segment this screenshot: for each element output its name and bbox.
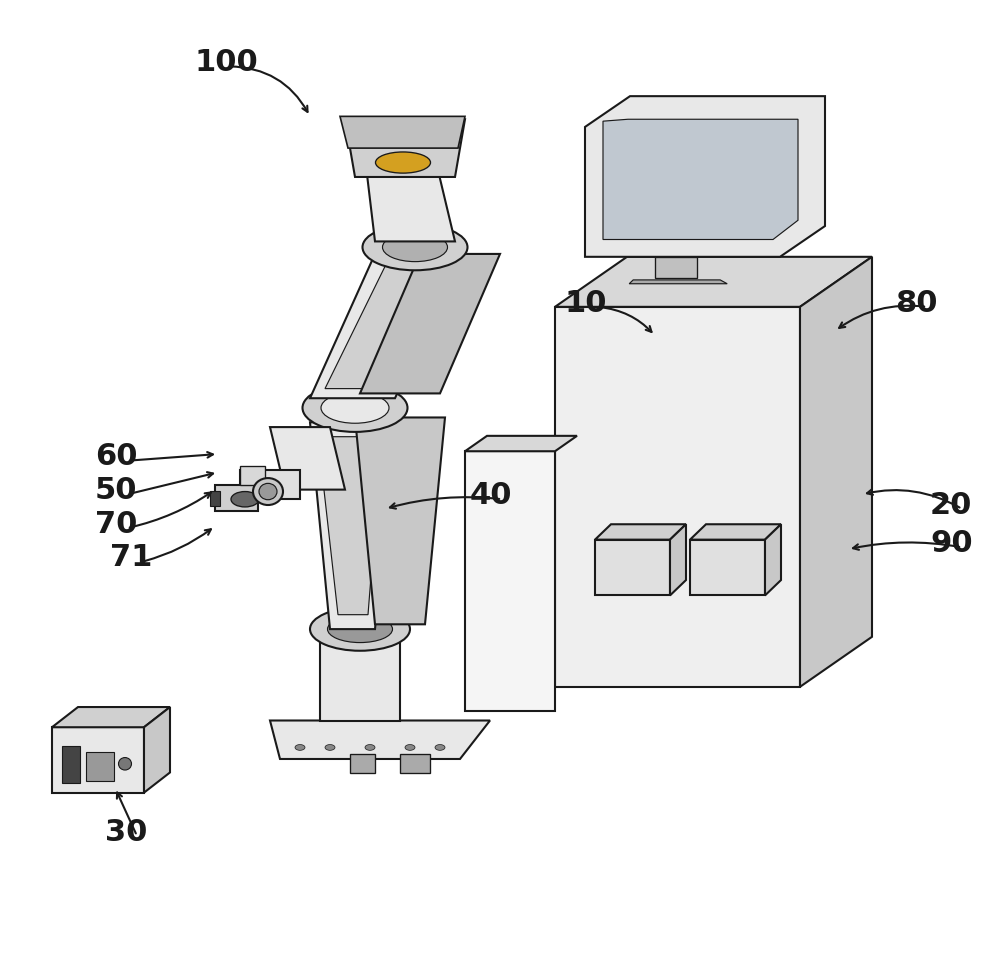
Ellipse shape	[253, 479, 283, 505]
Polygon shape	[365, 159, 455, 242]
Polygon shape	[603, 120, 798, 240]
Polygon shape	[690, 540, 765, 596]
Text: 20: 20	[930, 490, 972, 519]
Polygon shape	[340, 117, 465, 149]
Polygon shape	[210, 491, 220, 506]
Ellipse shape	[259, 484, 277, 500]
Polygon shape	[62, 747, 80, 783]
Ellipse shape	[376, 153, 430, 174]
Polygon shape	[690, 525, 781, 540]
Polygon shape	[325, 267, 445, 389]
Text: 30: 30	[105, 817, 147, 846]
Polygon shape	[52, 727, 144, 793]
Text: 50: 50	[95, 476, 138, 505]
Ellipse shape	[382, 234, 448, 262]
Ellipse shape	[321, 393, 389, 424]
Polygon shape	[629, 281, 727, 284]
Polygon shape	[52, 707, 170, 727]
Ellipse shape	[405, 745, 415, 751]
Polygon shape	[555, 308, 800, 687]
Polygon shape	[465, 436, 577, 452]
Text: 70: 70	[95, 509, 137, 538]
Polygon shape	[240, 466, 265, 485]
Ellipse shape	[328, 616, 392, 643]
Polygon shape	[144, 707, 170, 793]
Text: 100: 100	[195, 48, 259, 77]
Polygon shape	[595, 525, 686, 540]
Text: 71: 71	[110, 543, 152, 572]
Polygon shape	[360, 255, 500, 394]
Text: 40: 40	[470, 480, 512, 509]
Polygon shape	[240, 471, 300, 500]
Polygon shape	[400, 754, 430, 774]
Ellipse shape	[119, 758, 132, 771]
Polygon shape	[270, 428, 345, 490]
Polygon shape	[670, 525, 686, 596]
Text: 80: 80	[895, 288, 938, 317]
Polygon shape	[465, 452, 555, 711]
Text: 10: 10	[565, 288, 608, 317]
Ellipse shape	[362, 225, 468, 271]
Ellipse shape	[302, 384, 408, 432]
Ellipse shape	[435, 745, 445, 751]
Ellipse shape	[365, 745, 375, 751]
Polygon shape	[318, 437, 382, 615]
Text: 60: 60	[95, 442, 138, 471]
Text: 90: 90	[930, 529, 973, 557]
Polygon shape	[270, 721, 490, 759]
Polygon shape	[215, 485, 258, 511]
Polygon shape	[350, 754, 375, 774]
Polygon shape	[595, 540, 670, 596]
Ellipse shape	[231, 492, 259, 507]
Ellipse shape	[325, 745, 335, 751]
Polygon shape	[585, 97, 825, 258]
Polygon shape	[310, 423, 395, 629]
Polygon shape	[655, 258, 697, 279]
Polygon shape	[320, 634, 400, 721]
Polygon shape	[310, 255, 460, 399]
Polygon shape	[86, 752, 114, 781]
Polygon shape	[345, 120, 465, 178]
Polygon shape	[555, 258, 872, 308]
Polygon shape	[800, 258, 872, 687]
Polygon shape	[765, 525, 781, 596]
Polygon shape	[355, 418, 445, 625]
Ellipse shape	[295, 745, 305, 751]
Ellipse shape	[310, 608, 410, 652]
